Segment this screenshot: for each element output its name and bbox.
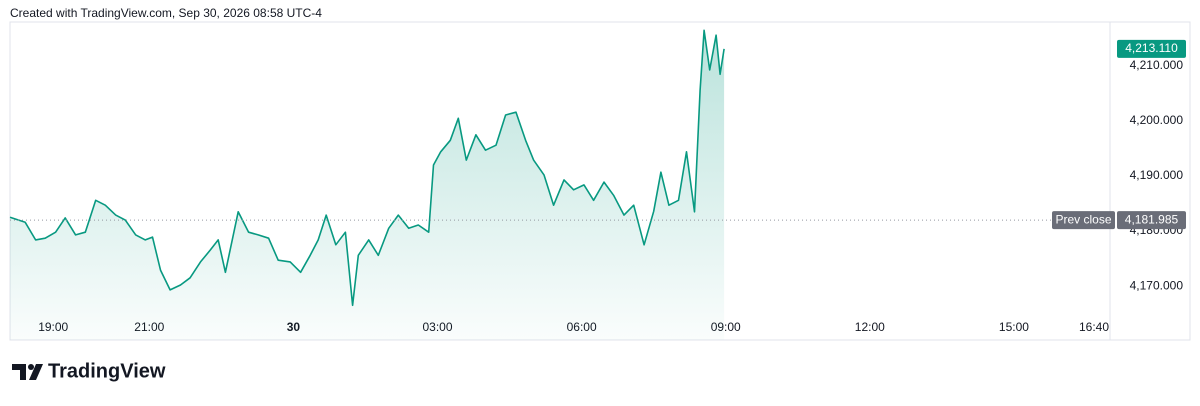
x-tick-label: 16:40	[1079, 320, 1109, 334]
area-fill	[10, 30, 725, 341]
last-price-tag	[1117, 39, 1186, 58]
y-tick-label: 4,200.000	[1130, 113, 1184, 127]
y-tick-label: 4,170.000	[1130, 278, 1184, 292]
logo	[12, 364, 43, 380]
price-line	[9, 29, 725, 307]
y-tick-label: 4,190.000	[1130, 168, 1184, 182]
prev-close-value-tag	[1117, 211, 1186, 230]
caption: Created with TradingView.com, Sep 30, 20…	[10, 6, 322, 20]
last-price-value: 4,213.110	[1125, 41, 1178, 55]
brand: TradingView	[48, 360, 166, 382]
x-tick-label: 12:00	[855, 320, 885, 334]
y-tick-label: 4,210.000	[1130, 58, 1184, 72]
prev-close-tag	[1052, 211, 1115, 230]
prev-close-value: 4,181.985	[1125, 212, 1179, 226]
x-tick-label: 15:00	[999, 320, 1029, 334]
prev-close-name: Prev close	[1055, 212, 1111, 226]
